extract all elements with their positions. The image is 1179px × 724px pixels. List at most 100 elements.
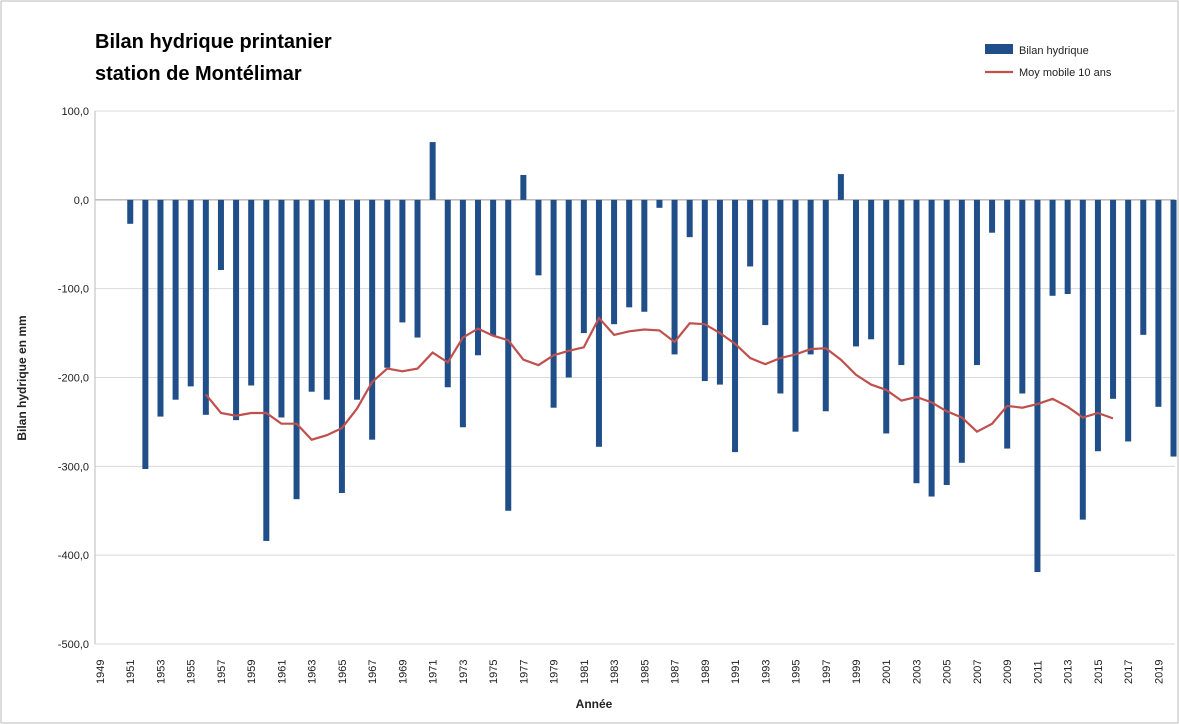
bar	[853, 199, 859, 347]
x-tick-label: 1993	[760, 660, 772, 684]
bar	[202, 199, 209, 415]
x-tick-label: 1983	[609, 660, 621, 684]
bar	[217, 199, 224, 271]
x-tick-label: 2003	[911, 660, 923, 684]
bar	[868, 199, 875, 340]
x-tick-label: 1961	[276, 660, 288, 684]
x-tick-label: 2005	[942, 660, 954, 684]
chart-title: Bilan hydrique printanier	[95, 31, 332, 53]
chart-title: station de Montélimar	[95, 63, 302, 85]
bar	[1125, 199, 1132, 442]
x-tick-label: 1991	[730, 660, 742, 684]
bar	[127, 199, 134, 224]
bar	[989, 199, 996, 233]
bar	[701, 199, 708, 382]
x-tick-label: 1949	[95, 660, 107, 684]
bar	[565, 199, 572, 378]
bar	[550, 199, 557, 408]
bar	[1049, 199, 1056, 296]
x-tick-label: 1973	[458, 660, 470, 684]
bar	[595, 199, 602, 447]
bar	[384, 199, 391, 368]
y-tick-label: -200,0	[58, 373, 89, 385]
bar	[822, 199, 829, 412]
y-tick-label: -100,0	[58, 284, 89, 296]
x-tick-label: 1979	[549, 660, 561, 684]
x-tick-label: 1957	[216, 660, 228, 684]
legend-label: Bilan hydrique	[1019, 45, 1089, 57]
x-tick-label: 1975	[488, 660, 500, 684]
bar	[293, 199, 300, 500]
bar	[671, 199, 678, 355]
x-tick-label: 2001	[881, 660, 893, 684]
bar	[505, 199, 512, 511]
bar	[354, 199, 361, 400]
x-tick-label: 1951	[125, 660, 137, 684]
bar	[626, 199, 633, 308]
bar	[233, 199, 240, 421]
bar	[1064, 199, 1071, 294]
x-tick-label: 1989	[700, 660, 712, 684]
bar	[157, 199, 164, 417]
bar	[187, 199, 194, 387]
bar	[1034, 199, 1041, 573]
bar	[429, 142, 436, 200]
bar	[369, 199, 376, 440]
bar	[1140, 199, 1147, 335]
bar	[263, 199, 270, 541]
bar	[716, 199, 723, 385]
bar	[898, 199, 905, 366]
bar	[807, 199, 814, 355]
x-tick-label: 2019	[1153, 660, 1165, 684]
bar	[656, 199, 663, 208]
bar	[1019, 199, 1026, 394]
y-tick-label: 100,0	[61, 106, 89, 118]
bar	[308, 199, 315, 392]
bar	[490, 199, 497, 336]
bar	[792, 199, 799, 432]
x-tick-label: 1963	[307, 660, 319, 684]
bar	[1155, 199, 1162, 407]
bar	[777, 199, 784, 394]
bar	[142, 199, 149, 469]
bar	[913, 199, 920, 484]
bar	[611, 199, 618, 325]
bar	[459, 199, 466, 428]
bar	[520, 174, 527, 200]
bar	[580, 199, 587, 334]
bar	[641, 199, 648, 312]
bar	[338, 199, 345, 493]
bar	[747, 199, 754, 267]
x-tick-label: 1981	[579, 660, 591, 684]
x-tick-label: 1997	[821, 660, 833, 684]
bar	[686, 199, 693, 238]
bar	[248, 199, 255, 386]
bar	[762, 199, 769, 326]
bar	[278, 199, 285, 418]
x-tick-label: 1967	[367, 660, 379, 684]
bar	[1004, 199, 1011, 449]
x-tick-label: 1953	[155, 660, 167, 684]
x-tick-label: 1985	[639, 660, 651, 684]
bar	[323, 199, 330, 400]
bar	[1094, 199, 1101, 452]
x-tick-label: 1955	[186, 660, 198, 684]
x-tick-label: 1959	[246, 660, 258, 684]
bar	[837, 174, 844, 200]
x-tick-label: 1999	[851, 660, 863, 684]
bar	[1079, 199, 1086, 520]
bar	[973, 199, 980, 366]
y-tick-label: 0,0	[74, 195, 89, 207]
y-tick-label: -400,0	[58, 550, 89, 562]
bar	[928, 199, 935, 497]
bar	[1110, 199, 1117, 399]
bar	[958, 199, 965, 463]
y-axis-title: Bilan hydrique en mm	[15, 315, 29, 440]
x-tick-label: 2011	[1032, 660, 1044, 684]
legend-label: Moy mobile 10 ans	[1019, 67, 1112, 79]
y-tick-label: -500,0	[58, 639, 89, 651]
bar	[732, 199, 739, 453]
x-tick-label: 2007	[972, 660, 984, 684]
legend-swatch	[985, 44, 1013, 54]
